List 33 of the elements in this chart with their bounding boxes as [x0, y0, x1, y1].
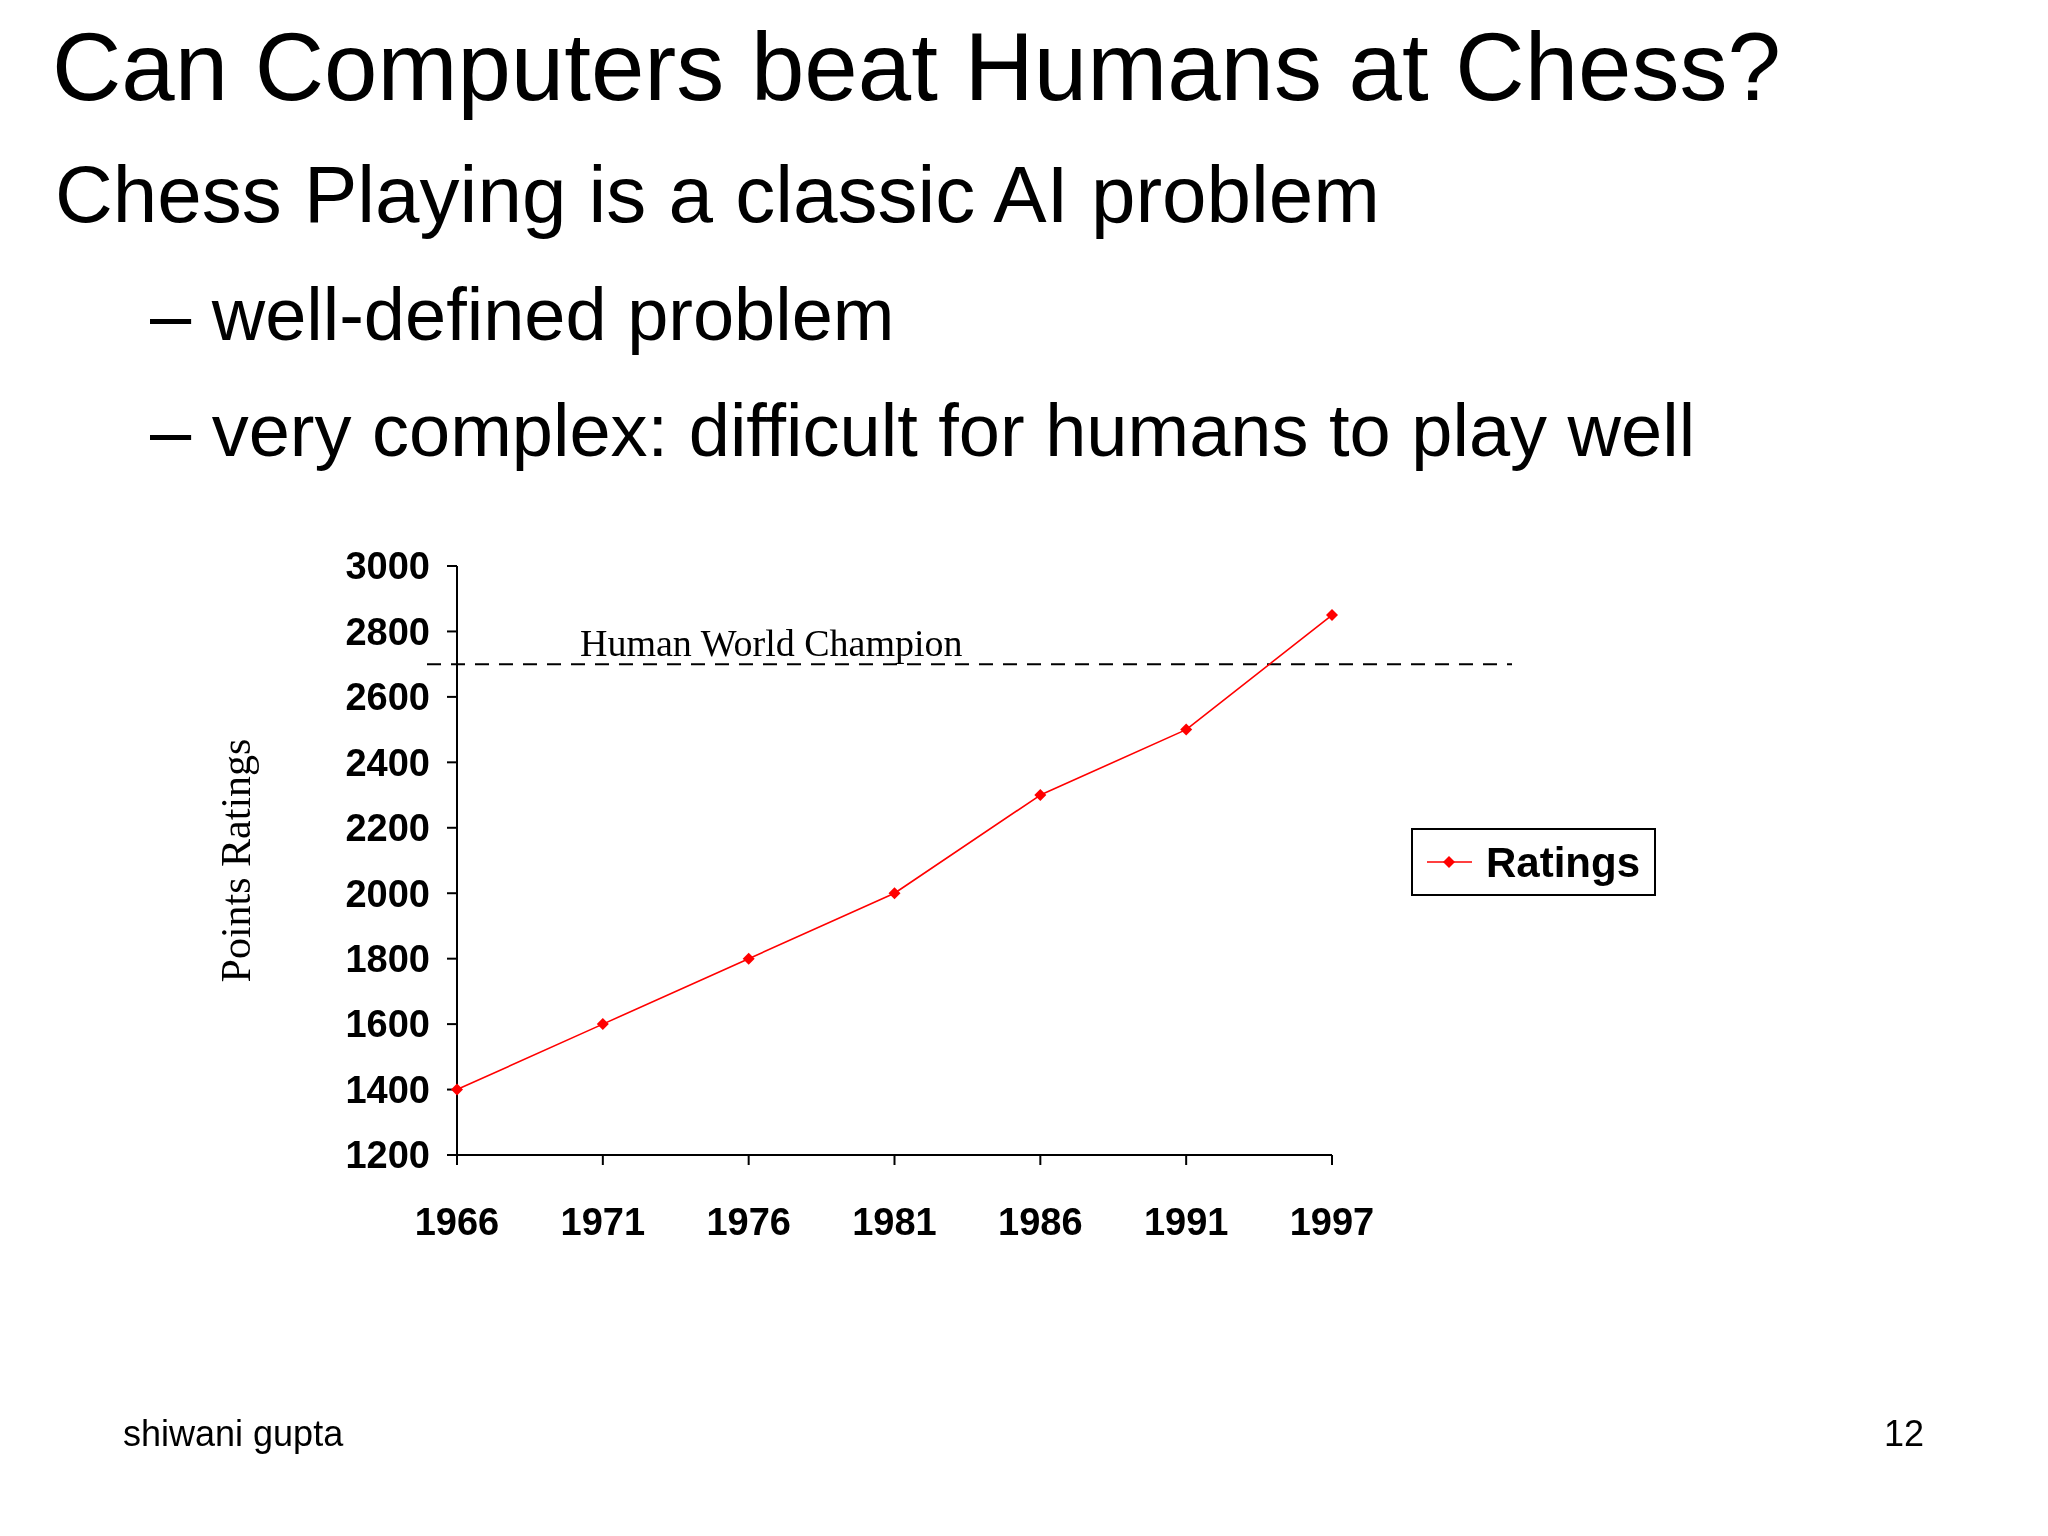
x-tick-label: 1981	[852, 1201, 937, 1243]
point	[1034, 789, 1047, 802]
point	[742, 952, 755, 965]
x-tick-label: 1986	[998, 1201, 1083, 1243]
x-tick-label: 1976	[706, 1201, 791, 1243]
y-tick-label: 2400	[345, 741, 430, 784]
y-tick-label: 3000	[345, 545, 430, 588]
y-tick-label: 2600	[345, 676, 430, 719]
y-tick-label: 2800	[345, 610, 430, 653]
text: shiwani gupta	[123, 1413, 345, 1454]
x-tick-label: 1997	[1289, 1201, 1375, 1243]
text: 12	[1883, 1413, 1924, 1454]
point	[596, 1018, 609, 1031]
y-tick-label: 1200	[345, 1134, 430, 1177]
y-axis-title: Points Ratings	[213, 738, 259, 983]
chart-subtitle: Chess Playing is a classic AI problem	[55, 150, 1380, 239]
y-tick-label: 1600	[345, 1003, 430, 1046]
ref-line-label: Human World Champion	[580, 622, 963, 665]
y-tick-label: 1400	[345, 1068, 430, 1111]
x-tick-label: 1991	[1143, 1201, 1229, 1243]
chart-title: Can Computers beat Humans at Chess?	[52, 13, 1781, 120]
text: – very complex: difficult for humans to play well	[150, 389, 1696, 472]
point	[451, 1083, 463, 1096]
point	[1326, 609, 1338, 622]
x-tick-label: 1966	[414, 1201, 500, 1243]
point	[1180, 723, 1193, 736]
y-tick-label: 2200	[345, 807, 430, 850]
x-tick-label: 1971	[560, 1201, 646, 1243]
y-tick-label: 1800	[345, 937, 430, 980]
text: – well-defined problem	[150, 273, 895, 356]
point	[888, 887, 901, 900]
y-tick-label: 2000	[345, 872, 430, 915]
legend-label: Ratings	[1486, 838, 1641, 886]
